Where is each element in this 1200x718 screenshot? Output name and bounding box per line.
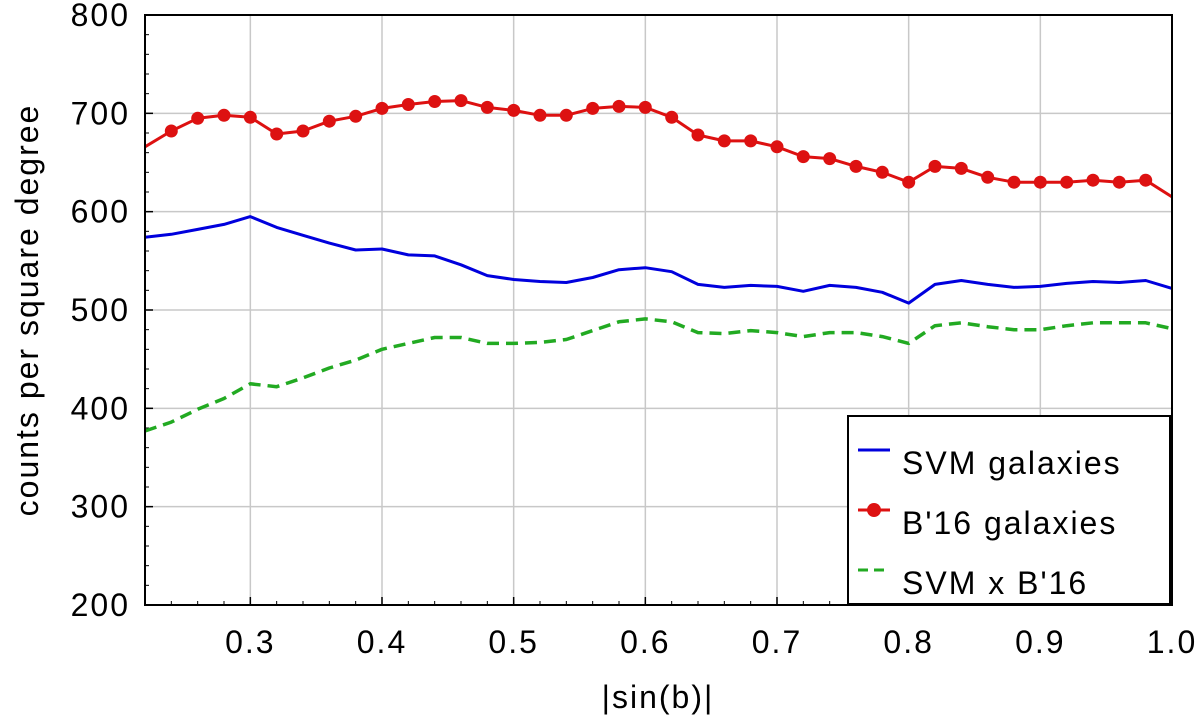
- x-tick-label: 0.3: [225, 624, 275, 660]
- data-point-b-16-galaxies: [902, 175, 916, 189]
- data-point-b-16-galaxies: [1086, 173, 1100, 187]
- legend-label-svm-galaxies: SVM galaxies: [902, 445, 1122, 481]
- data-point-b-16-galaxies: [480, 100, 494, 114]
- x-tick-label: 0.4: [357, 624, 407, 660]
- data-point-b-16-galaxies: [1060, 175, 1074, 189]
- data-point-b-16-galaxies: [322, 114, 336, 128]
- data-point-b-16-galaxies: [1033, 175, 1047, 189]
- data-point-b-16-galaxies: [270, 127, 284, 141]
- data-point-b-16-galaxies: [612, 99, 626, 113]
- data-point-b-16-galaxies: [954, 161, 968, 175]
- series-svm-galaxies: [144, 215, 1173, 305]
- data-point-b-16-galaxies: [296, 124, 310, 138]
- data-point-b-16-galaxies: [823, 152, 837, 166]
- legend: SVM galaxies B'16 galaxies SVM x B'16: [847, 415, 1171, 605]
- data-point-b-16-galaxies: [770, 140, 784, 154]
- data-point-b-16-galaxies: [559, 108, 573, 122]
- data-point-b-16-galaxies: [849, 159, 863, 173]
- data-point-b-16-galaxies: [1007, 175, 1021, 189]
- legend-label-b16-galaxies: B'16 galaxies: [902, 505, 1117, 541]
- x-tick-label: 1.0: [1147, 624, 1197, 660]
- data-point-b-16-galaxies: [638, 100, 652, 114]
- y-tick-label: 700: [71, 95, 130, 131]
- series-line-svm-x-b-16: [144, 317, 1173, 433]
- x-axis-title: |sin(b)|: [602, 679, 715, 715]
- legend-box: [847, 415, 1171, 605]
- data-point-b-16-galaxies: [191, 111, 205, 125]
- series-line-b-16-galaxies: [144, 99, 1173, 199]
- data-point-b-16-galaxies: [243, 110, 257, 124]
- y-tick-label: 800: [71, 0, 130, 33]
- data-point-b-16-galaxies: [375, 101, 389, 115]
- legend-marker-b16-galaxies: [867, 503, 881, 517]
- series-line-svm-galaxies: [144, 215, 1173, 305]
- data-point-b-16-galaxies: [796, 150, 810, 164]
- y-tick-label: 300: [71, 489, 130, 525]
- plot-frame: [144, 14, 1173, 606]
- legend-label-svm-x-b16: SVM x B'16: [902, 565, 1088, 601]
- data-point-b-16-galaxies: [586, 101, 600, 115]
- data-point-b-16-galaxies: [928, 159, 942, 173]
- data-point-b-16-galaxies: [428, 95, 442, 108]
- x-tick-label: 0.7: [752, 624, 802, 660]
- data-point-b-16-galaxies: [875, 165, 889, 179]
- data-point-b-16-galaxies: [533, 108, 547, 122]
- y-tick-label: 600: [71, 194, 130, 230]
- data-point-b-16-galaxies: [1112, 175, 1126, 189]
- y-axis-title: counts per square degree: [9, 104, 45, 517]
- data-point-b-16-galaxies: [164, 124, 178, 138]
- series-svm-x-b-16: [144, 317, 1173, 433]
- data-point-b-16-galaxies: [217, 108, 231, 122]
- data-point-b-16-galaxies: [717, 134, 731, 148]
- data-point-b-16-galaxies: [981, 170, 995, 184]
- data-point-b-16-galaxies: [401, 98, 415, 111]
- data-point-b-16-galaxies: [691, 128, 705, 142]
- data-point-b-16-galaxies: [454, 94, 468, 108]
- x-tick-label: 0.5: [488, 624, 538, 660]
- x-tick-label: 0.9: [1015, 624, 1065, 660]
- data-point-b-16-galaxies: [507, 103, 521, 117]
- tick-labels: 0.3 0.4 0.5 0.6 0.7 0.8 0.9 1.0 200 300 400 500 600 7…: [71, 0, 1197, 660]
- data-point-b-16-galaxies: [349, 109, 363, 123]
- y-tick-label: 400: [71, 390, 130, 426]
- y-tick-label: 500: [71, 292, 130, 328]
- data-point-b-16-galaxies: [665, 110, 679, 124]
- series-group: [144, 94, 1173, 433]
- series-b-16-galaxies: [144, 94, 1173, 199]
- y-tick-label: 200: [71, 587, 130, 623]
- x-tick-label: 0.6: [620, 624, 670, 660]
- x-tick-label: 0.8: [883, 624, 933, 660]
- data-point-b-16-galaxies: [1139, 173, 1153, 187]
- data-point-b-16-galaxies: [744, 134, 758, 148]
